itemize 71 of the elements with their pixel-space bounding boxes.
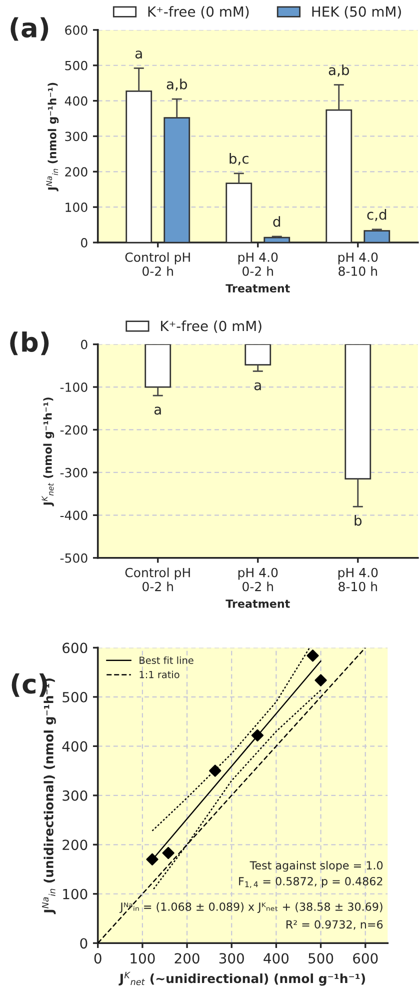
annotation: a,b: [328, 64, 349, 77]
x-tick-label: pH 4.0 0-2 h: [238, 568, 278, 592]
y-tick-label: -500: [60, 553, 88, 563]
annotation: d: [273, 216, 280, 227]
x-tick-label: Control pH 0-2 h: [125, 568, 190, 592]
annotation: Jᴺᵃᵢₙ = (1.068 ± 0.089) x Jᴷₙₑₜ + (38.58 ± 30.69): [120, 902, 382, 913]
bar: [326, 109, 352, 243]
point: [162, 846, 174, 860]
bar: [364, 230, 390, 243]
y-tick-label: -100: [60, 382, 88, 392]
y-tick-label: 600: [62, 642, 88, 654]
chart-title: (b): [10, 332, 49, 356]
y-axis-title: J$^{Na}$$_{in}$ (nmol g⁻¹h⁻¹): [46, 82, 59, 192]
x-tick-label: 500: [308, 953, 334, 964]
y-tick-label: 500: [65, 60, 88, 70]
annotation: a: [135, 50, 142, 59]
legend-label: K⁺-free (0 mM): [148, 6, 249, 19]
x-axis-title: J$^{K}$$_{net}$ (~unidirectional) (nmol g⁻¹h⁻¹): [118, 972, 365, 986]
point: [314, 674, 327, 686]
x-tick-label: Control pH 0-2 h: [125, 252, 190, 276]
y-tick-label: 300: [62, 790, 88, 801]
line-series: [152, 689, 322, 890]
legend-label: K⁺-free (0 mM): [161, 320, 262, 333]
y-tick-label: 400: [64, 96, 88, 106]
annotation: Test against slope = 1.0: [250, 860, 383, 872]
y-tick-label: -400: [60, 510, 88, 520]
x-tick-label: 100: [130, 953, 155, 964]
y-tick-label: 600: [65, 25, 88, 35]
annotation: a: [254, 382, 261, 390]
x-tick-label: 0: [94, 953, 102, 964]
bar: [226, 182, 252, 243]
annotation: F$_{1,4}$ = 0.5872, p = 0.4862: [239, 876, 382, 888]
x-tick-label: 200: [174, 953, 200, 964]
y-tick-label: 0: [81, 340, 88, 350]
x-tick-label: 300: [219, 953, 244, 964]
annotation: R² = 0.9732, n=6: [286, 920, 383, 930]
y-tick-label: 0: [80, 938, 88, 949]
bar: [164, 117, 190, 243]
annotation: b,c: [230, 153, 248, 166]
x-tick-label: pH 4.0 8-10 h: [338, 568, 378, 592]
x-tick-label: pH 4.0 8-10 h: [338, 252, 378, 276]
y-tick-label: 200: [65, 167, 88, 177]
x-tick-label: pH 4.0 0-2 h: [238, 252, 278, 276]
point: [146, 853, 158, 866]
y-tick-label: -300: [60, 468, 88, 478]
x-axis-title: Treatment: [226, 284, 290, 292]
point: [306, 650, 319, 662]
bar: [264, 236, 290, 243]
bar: [126, 90, 152, 243]
x-tick-label: 600: [353, 953, 378, 964]
y-tick-label: 500: [62, 692, 88, 702]
annotation: b: [354, 514, 362, 526]
y-tick-label: 300: [65, 132, 88, 142]
legend-label: 1:1 ratio: [140, 670, 180, 678]
x-axis-title: Treatment: [226, 600, 290, 608]
legend-label: Best fit line: [140, 656, 194, 664]
y-tick-label: 100: [66, 202, 88, 212]
annotation: c,d: [367, 209, 386, 222]
y-tick-label: 200: [62, 840, 88, 850]
y-tick-label: -200: [60, 425, 88, 435]
annotation: a,b: [166, 78, 187, 91]
chart-title: (a): [10, 17, 48, 41]
point: [251, 729, 264, 742]
y-tick-label: 400: [62, 741, 88, 752]
y-axis-title: J$^{K}$$_{net}$ (nmol g⁻¹h⁻¹): [42, 398, 54, 506]
y-tick-label: 100: [63, 888, 88, 900]
y-tick-label: 0: [81, 238, 88, 248]
point: [209, 764, 222, 777]
legend-label: HEK (50 mM): [312, 6, 401, 19]
annotation: a: [154, 406, 161, 415]
x-tick-label: 400: [264, 953, 289, 964]
